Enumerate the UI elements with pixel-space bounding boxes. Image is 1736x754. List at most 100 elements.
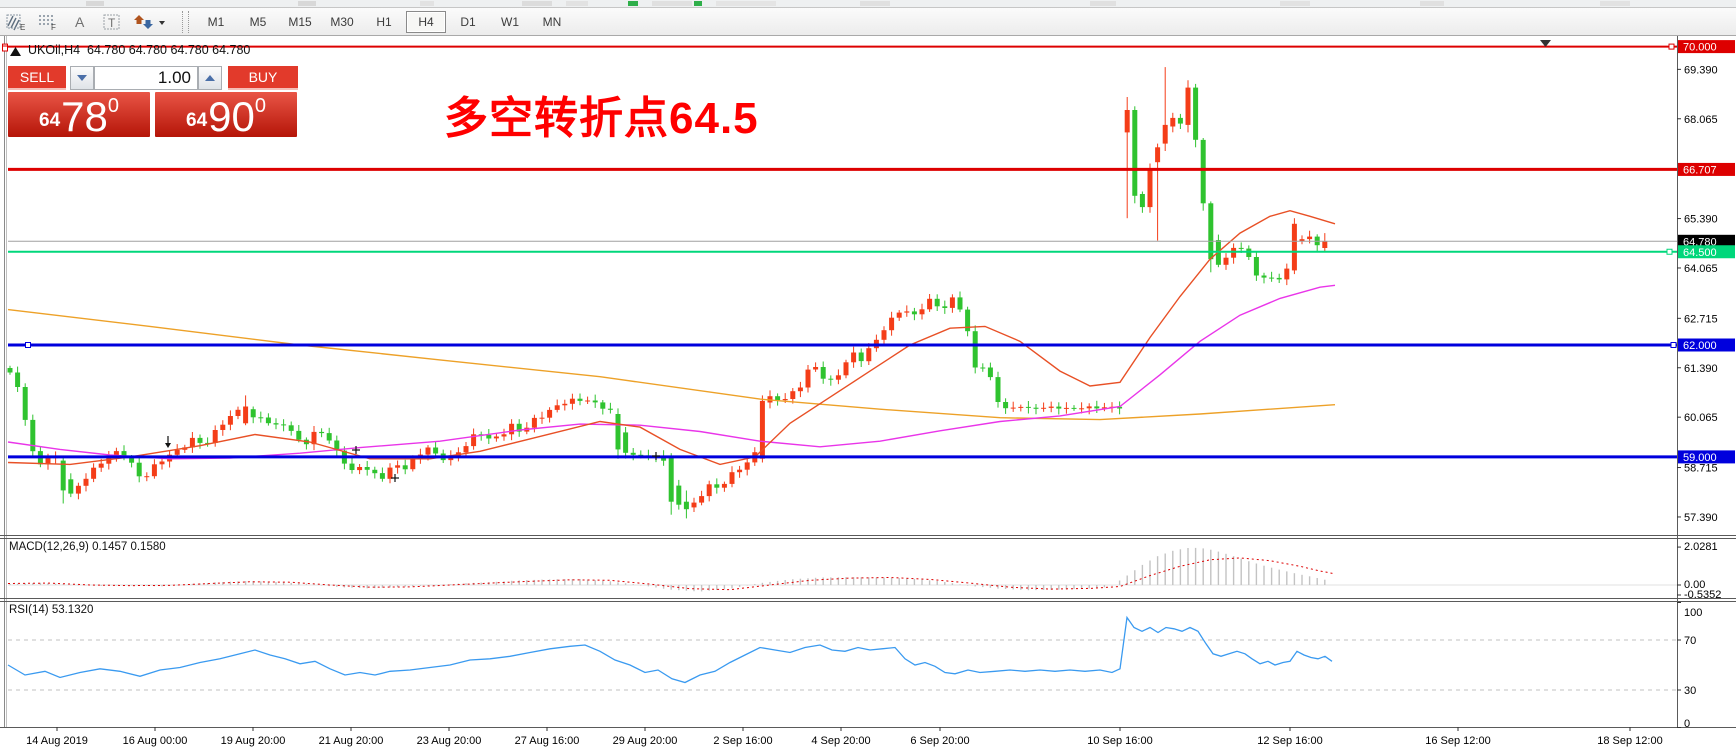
macd-histogram-bar bbox=[16, 583, 19, 585]
toolbar-fragment bbox=[566, 1, 588, 6]
price-tick-label: 69.390 bbox=[1684, 64, 1718, 76]
candle-body bbox=[144, 476, 150, 478]
macd-histogram-bar bbox=[518, 580, 520, 585]
volume-increase-button[interactable] bbox=[198, 66, 222, 90]
buy-price-display[interactable]: 64 90 0 bbox=[155, 92, 297, 138]
macd-axis: 2.0281 0.00-0.5352 bbox=[1677, 541, 1721, 601]
clipped-upper-toolbar bbox=[0, 0, 1736, 8]
time-tick-label: 16 Sep 12:00 bbox=[1425, 735, 1490, 747]
candle-body bbox=[1291, 223, 1297, 271]
macd-histogram-bar bbox=[381, 585, 384, 588]
macd-histogram-bar bbox=[320, 585, 323, 586]
candle-body bbox=[911, 311, 917, 315]
price-tick-label: 65.390 bbox=[1684, 214, 1718, 226]
volume-decrease-button[interactable] bbox=[70, 66, 94, 90]
candle-body bbox=[1269, 277, 1275, 279]
candle-body bbox=[387, 467, 393, 479]
candle-body bbox=[273, 423, 279, 425]
text-label-icon[interactable]: A bbox=[66, 10, 94, 34]
price-badge bbox=[1678, 450, 1735, 464]
macd-histogram-bar bbox=[814, 577, 817, 585]
macd-histogram-bar bbox=[959, 584, 961, 585]
candle-body bbox=[972, 331, 978, 368]
macd-histogram-bar bbox=[1156, 556, 1159, 585]
sell-price-display[interactable]: 64 78 0 bbox=[8, 92, 150, 138]
price-tick-label: 57.390 bbox=[1684, 512, 1718, 524]
candle-body bbox=[326, 433, 332, 441]
candle-body bbox=[980, 367, 986, 369]
macd-histogram-bar bbox=[632, 584, 634, 585]
timeframe-button-w1[interactable]: W1 bbox=[501, 14, 519, 29]
macd-histogram-bar bbox=[1096, 585, 1098, 588]
timeframe-button-m5[interactable]: M5 bbox=[249, 14, 267, 29]
candle-body bbox=[30, 419, 36, 452]
text-box-icon[interactable]: T bbox=[98, 10, 126, 34]
time-tick-label: 18 Sep 12:00 bbox=[1597, 735, 1662, 747]
candle-body bbox=[159, 461, 165, 465]
macd-histogram-bar bbox=[989, 585, 992, 588]
candle-body bbox=[1223, 257, 1229, 265]
volume-input[interactable] bbox=[94, 66, 198, 90]
timeframe-button-m30[interactable]: M30 bbox=[330, 14, 354, 29]
arrange-objects-icon[interactable] bbox=[130, 10, 170, 34]
macd-histogram-bar bbox=[313, 584, 315, 585]
buy-button[interactable]: BUY bbox=[228, 66, 298, 90]
sell-price-sup: 0 bbox=[107, 95, 119, 117]
level-drag-handle[interactable] bbox=[25, 342, 31, 348]
level-drag-handle[interactable] bbox=[2, 45, 8, 52]
macd-histogram-bar bbox=[723, 585, 726, 590]
sell-button[interactable]: SELL bbox=[8, 66, 66, 90]
toolbar-fragment bbox=[86, 1, 104, 6]
macd-histogram-bar bbox=[974, 585, 976, 587]
indicators-icon[interactable]: E bbox=[2, 10, 30, 34]
level-drag-handle[interactable] bbox=[1666, 248, 1673, 255]
macd-histogram-bar bbox=[845, 577, 847, 585]
ma-fast-red bbox=[7, 209, 1336, 466]
candle-body bbox=[1238, 247, 1244, 249]
macd-histogram-bar bbox=[404, 585, 406, 587]
macd-histogram-bar bbox=[260, 581, 262, 585]
timeframe-button-h4[interactable]: H4 bbox=[406, 10, 446, 33]
rsi-indicator-label: RSI(14) 53.1320 bbox=[9, 604, 94, 616]
timeframe-button-m15[interactable]: M15 bbox=[288, 14, 312, 29]
timeframe-button-m1[interactable]: M1 bbox=[207, 14, 225, 29]
candle-body bbox=[615, 414, 621, 450]
candle-body bbox=[463, 446, 469, 453]
macd-histogram-bar bbox=[244, 581, 247, 585]
level-drag-handle[interactable] bbox=[1668, 43, 1675, 50]
macd-histogram-bar bbox=[1202, 548, 1204, 585]
macd-histogram-bar bbox=[1240, 558, 1242, 585]
timeframe-button-mn[interactable]: MN bbox=[542, 14, 562, 29]
grid-template-icon[interactable]: F bbox=[34, 10, 62, 34]
candle-body bbox=[775, 396, 781, 401]
macd-histogram-bar bbox=[754, 584, 756, 585]
candle-body bbox=[1139, 194, 1145, 208]
candle-body bbox=[782, 399, 788, 401]
candle-body bbox=[683, 501, 689, 510]
macd-histogram-bar bbox=[594, 580, 596, 585]
candle-body bbox=[1208, 203, 1214, 260]
symbol-marker bbox=[2, 45, 21, 56]
candle-body bbox=[547, 409, 553, 418]
level-drag-handle[interactable] bbox=[1670, 342, 1677, 348]
macd-histogram-bar bbox=[161, 585, 163, 587]
macd-histogram-bar bbox=[1134, 570, 1136, 585]
candle-body bbox=[425, 447, 431, 455]
ma-slow-orange bbox=[7, 308, 1336, 421]
macd-histogram-bar bbox=[799, 578, 802, 585]
candle-body bbox=[942, 306, 948, 308]
chart-shift-marker-icon[interactable] bbox=[1540, 40, 1551, 47]
timeframe-button-d1[interactable]: D1 bbox=[460, 14, 476, 29]
macd-histogram-bar bbox=[624, 583, 627, 585]
candle-body bbox=[1132, 110, 1138, 196]
toolbar-fragment bbox=[1280, 1, 1310, 6]
macd-histogram-bar bbox=[609, 581, 612, 585]
timeframe-button-h1[interactable]: H1 bbox=[376, 14, 392, 29]
macd-histogram-bar bbox=[1324, 579, 1326, 585]
macd-histogram-bar bbox=[62, 584, 64, 585]
time-axis[interactable]: 14 Aug 2019 16 Aug 00:00 19 Aug 20:00 21 Au… bbox=[26, 727, 1663, 747]
macd-histogram-bar bbox=[351, 585, 353, 588]
grid-template-icon-glyph: F bbox=[39, 14, 56, 31]
level-lines[interactable] bbox=[2, 43, 1678, 459]
